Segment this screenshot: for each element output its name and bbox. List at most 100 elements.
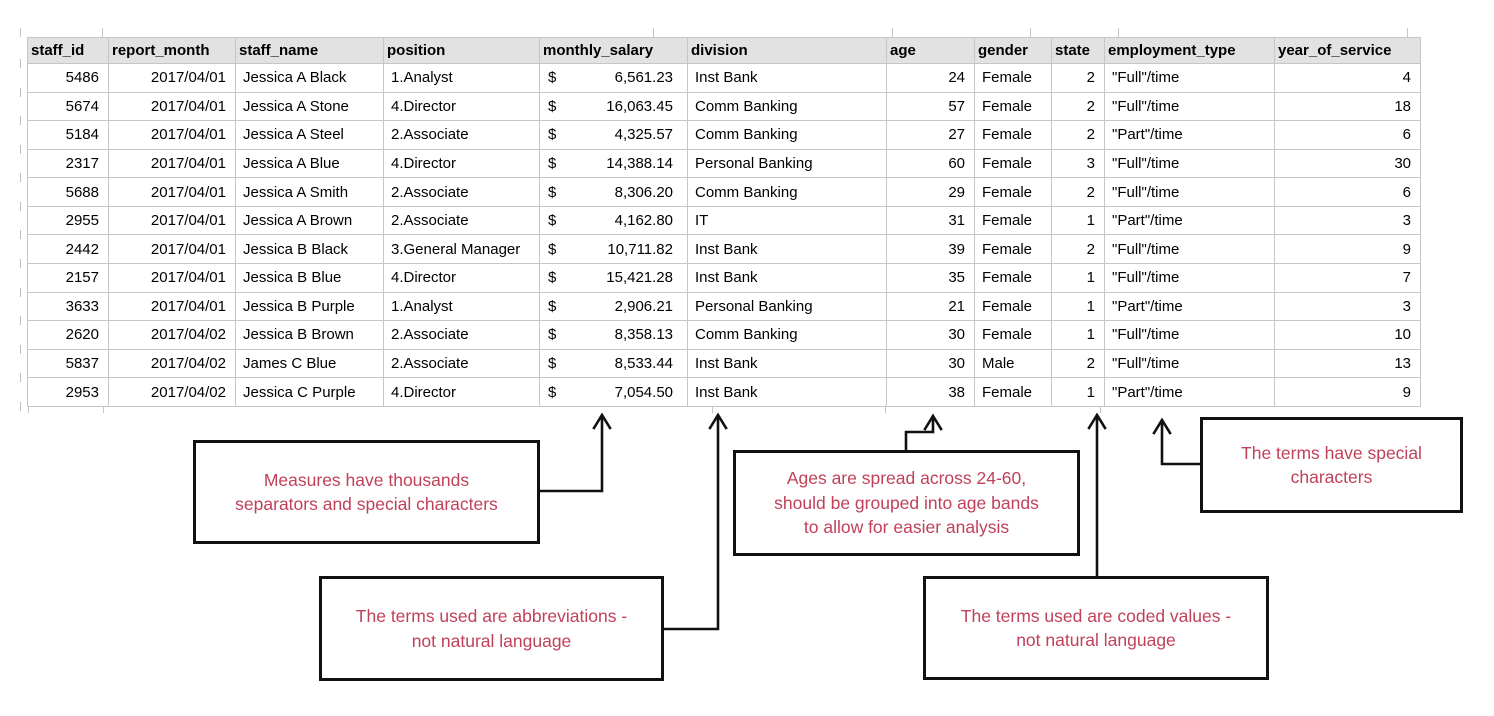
cell-monthly_salary[interactable]: $7,054.50 [540, 378, 688, 407]
cell-year_of_service[interactable]: 18 [1275, 92, 1421, 122]
cell-position[interactable]: 4.Director [384, 149, 540, 179]
cell-staff_id[interactable]: 2953 [28, 378, 109, 407]
column-header-position[interactable]: position [384, 38, 540, 64]
cell-division[interactable]: Comm Banking [688, 321, 887, 350]
cell-year_of_service[interactable]: 9 [1275, 378, 1421, 407]
cell-staff_name[interactable]: Jessica A Brown [236, 206, 384, 236]
cell-year_of_service[interactable]: 10 [1275, 321, 1421, 350]
cell-division[interactable]: Inst Bank [688, 264, 887, 293]
cell-employment_type[interactable]: "Full"/time [1105, 235, 1275, 265]
column-header-gender[interactable]: gender [975, 38, 1052, 64]
cell-state[interactable]: 1 [1052, 378, 1105, 407]
cell-employment_type[interactable]: "Full"/time [1105, 149, 1275, 179]
cell-staff_name[interactable]: Jessica A Stone [236, 92, 384, 122]
cell-monthly_salary[interactable]: $8,533.44 [540, 349, 688, 379]
cell-position[interactable]: 1.Analyst [384, 64, 540, 93]
cell-age[interactable]: 31 [887, 206, 975, 236]
cell-monthly_salary[interactable]: $10,711.82 [540, 235, 688, 265]
cell-staff_name[interactable]: Jessica C Purple [236, 378, 384, 407]
cell-monthly_salary[interactable]: $4,162.80 [540, 206, 688, 236]
cell-employment_type[interactable]: "Full"/time [1105, 349, 1275, 379]
cell-age[interactable]: 38 [887, 378, 975, 407]
cell-report_month[interactable]: 2017/04/02 [109, 349, 236, 379]
cell-report_month[interactable]: 2017/04/01 [109, 121, 236, 150]
cell-state[interactable]: 1 [1052, 292, 1105, 322]
cell-employment_type[interactable]: "Full"/time [1105, 321, 1275, 350]
cell-gender[interactable]: Female [975, 378, 1052, 407]
cell-division[interactable]: Comm Banking [688, 121, 887, 150]
cell-gender[interactable]: Female [975, 264, 1052, 293]
cell-staff_id[interactable]: 5184 [28, 121, 109, 150]
column-header-employment_type[interactable]: employment_type [1105, 38, 1275, 64]
cell-report_month[interactable]: 2017/04/01 [109, 235, 236, 265]
cell-report_month[interactable]: 2017/04/01 [109, 149, 236, 179]
cell-staff_name[interactable]: Jessica B Brown [236, 321, 384, 350]
column-header-division[interactable]: division [688, 38, 887, 64]
cell-position[interactable]: 2.Associate [384, 321, 540, 350]
cell-staff_name[interactable]: Jessica B Blue [236, 264, 384, 293]
column-header-staff_name[interactable]: staff_name [236, 38, 384, 64]
cell-gender[interactable]: Female [975, 64, 1052, 93]
cell-staff_name[interactable]: Jessica A Steel [236, 121, 384, 150]
cell-gender[interactable]: Female [975, 235, 1052, 265]
cell-gender[interactable]: Female [975, 292, 1052, 322]
cell-state[interactable]: 2 [1052, 235, 1105, 265]
cell-staff_id[interactable]: 2317 [28, 149, 109, 179]
cell-year_of_service[interactable]: 7 [1275, 264, 1421, 293]
cell-staff_name[interactable]: Jessica A Black [236, 64, 384, 93]
column-header-staff_id[interactable]: staff_id [28, 38, 109, 64]
cell-age[interactable]: 57 [887, 92, 975, 122]
cell-employment_type[interactable]: "Full"/time [1105, 64, 1275, 93]
cell-age[interactable]: 27 [887, 121, 975, 150]
cell-state[interactable]: 2 [1052, 64, 1105, 93]
cell-report_month[interactable]: 2017/04/01 [109, 264, 236, 293]
cell-monthly_salary[interactable]: $15,421.28 [540, 264, 688, 293]
cell-staff_name[interactable]: Jessica B Black [236, 235, 384, 265]
cell-position[interactable]: 4.Director [384, 92, 540, 122]
cell-gender[interactable]: Male [975, 349, 1052, 379]
cell-report_month[interactable]: 2017/04/01 [109, 92, 236, 122]
cell-monthly_salary[interactable]: $8,358.13 [540, 321, 688, 350]
cell-gender[interactable]: Female [975, 92, 1052, 122]
cell-staff_id[interactable]: 2620 [28, 321, 109, 350]
cell-gender[interactable]: Female [975, 121, 1052, 150]
cell-year_of_service[interactable]: 4 [1275, 64, 1421, 93]
cell-year_of_service[interactable]: 13 [1275, 349, 1421, 379]
cell-year_of_service[interactable]: 6 [1275, 121, 1421, 150]
cell-report_month[interactable]: 2017/04/02 [109, 321, 236, 350]
cell-age[interactable]: 30 [887, 321, 975, 350]
cell-state[interactable]: 2 [1052, 121, 1105, 150]
cell-state[interactable]: 1 [1052, 321, 1105, 350]
column-header-age[interactable]: age [887, 38, 975, 64]
cell-staff_name[interactable]: Jessica A Smith [236, 178, 384, 207]
cell-employment_type[interactable]: "Part"/time [1105, 378, 1275, 407]
cell-staff_id[interactable]: 2157 [28, 264, 109, 293]
cell-year_of_service[interactable]: 6 [1275, 178, 1421, 207]
cell-division[interactable]: Inst Bank [688, 235, 887, 265]
cell-division[interactable]: IT [688, 206, 887, 236]
cell-position[interactable]: 2.Associate [384, 178, 540, 207]
cell-report_month[interactable]: 2017/04/01 [109, 206, 236, 236]
cell-monthly_salary[interactable]: $2,906.21 [540, 292, 688, 322]
cell-position[interactable]: 3.General Manager [384, 235, 540, 265]
cell-division[interactable]: Inst Bank [688, 64, 887, 93]
cell-state[interactable]: 2 [1052, 349, 1105, 379]
cell-position[interactable]: 2.Associate [384, 121, 540, 150]
cell-staff_name[interactable]: Jessica B Purple [236, 292, 384, 322]
cell-staff_id[interactable]: 2955 [28, 206, 109, 236]
cell-year_of_service[interactable]: 3 [1275, 292, 1421, 322]
cell-report_month[interactable]: 2017/04/02 [109, 378, 236, 407]
cell-position[interactable]: 2.Associate [384, 349, 540, 379]
cell-employment_type[interactable]: "Full"/time [1105, 264, 1275, 293]
cell-staff_id[interactable]: 5837 [28, 349, 109, 379]
cell-position[interactable]: 4.Director [384, 264, 540, 293]
cell-year_of_service[interactable]: 3 [1275, 206, 1421, 236]
cell-division[interactable]: Personal Banking [688, 292, 887, 322]
cell-employment_type[interactable]: "Full"/time [1105, 92, 1275, 122]
cell-monthly_salary[interactable]: $4,325.57 [540, 121, 688, 150]
cell-employment_type[interactable]: "Full"/time [1105, 178, 1275, 207]
cell-division[interactable]: Inst Bank [688, 378, 887, 407]
cell-state[interactable]: 3 [1052, 149, 1105, 179]
cell-gender[interactable]: Female [975, 206, 1052, 236]
cell-staff_name[interactable]: James C Blue [236, 349, 384, 379]
